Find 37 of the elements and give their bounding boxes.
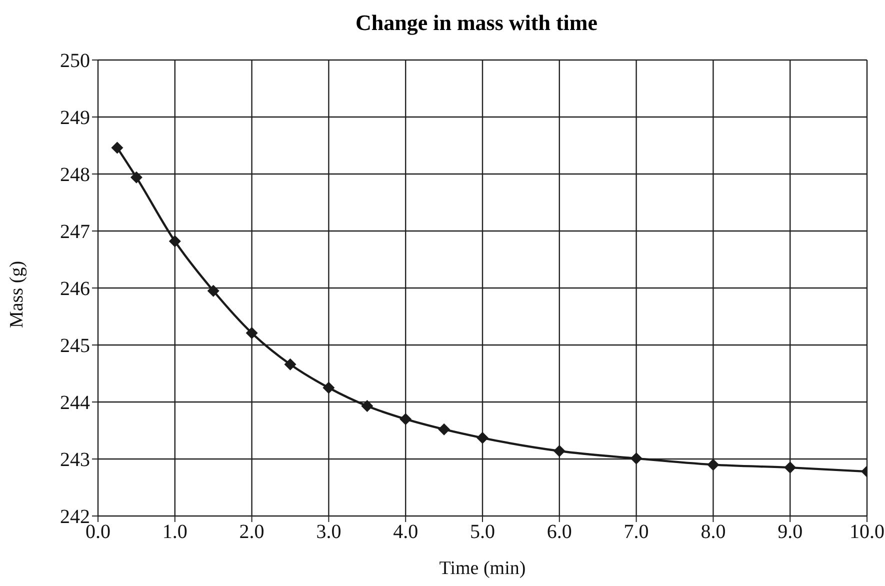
point: [784, 462, 796, 474]
y-tick-label: 248: [60, 164, 90, 186]
x-axis-title: Time (min): [439, 558, 526, 579]
point: [111, 142, 124, 154]
y-tick-label: 245: [60, 335, 90, 358]
x-tick-label: 5.0: [470, 521, 495, 544]
point: [630, 452, 642, 464]
y-tick-label: 250: [60, 50, 90, 72]
x-tick-label: 3.0: [316, 521, 342, 544]
y-tick-label: 243: [60, 449, 90, 472]
x-tick-label: 4.0: [393, 521, 418, 544]
y-tick-label: 246: [60, 278, 90, 300]
point: [476, 432, 488, 444]
x-tick-label: 1.0: [162, 521, 188, 544]
x-tick-label: 9.0: [778, 521, 803, 544]
chart-title: Change in mass with time: [354, 9, 598, 37]
point: [130, 171, 142, 184]
point: [168, 235, 181, 248]
x-tick-label: 0.0: [86, 521, 110, 544]
point: [400, 413, 412, 426]
point: [284, 358, 296, 370]
point: [553, 445, 566, 458]
y-tick-label: 244: [60, 392, 90, 414]
point: [207, 284, 220, 297]
x-tick-label: 6.0: [546, 521, 572, 544]
x-tick-label: 2.0: [239, 521, 264, 544]
point: [707, 458, 720, 471]
point: [438, 423, 450, 436]
x-tick-label: 10.0: [850, 521, 884, 544]
point: [246, 327, 258, 340]
y-tick-label: 247: [60, 221, 90, 244]
point: [361, 400, 374, 412]
x-tick-label: 8.0: [700, 521, 726, 544]
point: [322, 382, 335, 394]
x-tick-label: 7.0: [624, 521, 649, 544]
y-tick-label: 249: [60, 107, 90, 130]
y-axis-title: Mass (g): [6, 260, 28, 328]
